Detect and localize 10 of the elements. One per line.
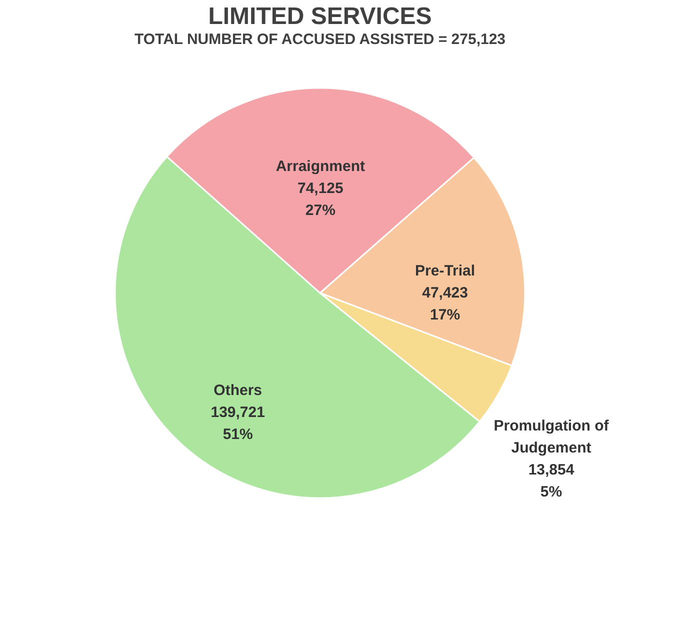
chart-title: LIMITED SERVICES [208,3,432,30]
slice-label: Pre-Trial [415,262,476,280]
chart-subtitle: TOTAL NUMBER OF ACCUSED ASSISTED = 275,123 [134,31,506,48]
slice-label: Others [214,382,262,399]
data-label: 47,423 17% [422,284,468,324]
data-label: 139,721 51% [210,404,265,443]
slice-label: Arraignment [276,158,366,175]
data-label: 74,125 27% [297,180,344,219]
data-label: 13,854 5% [528,461,575,500]
slice-label: Promulgation of Judgement [494,417,610,456]
